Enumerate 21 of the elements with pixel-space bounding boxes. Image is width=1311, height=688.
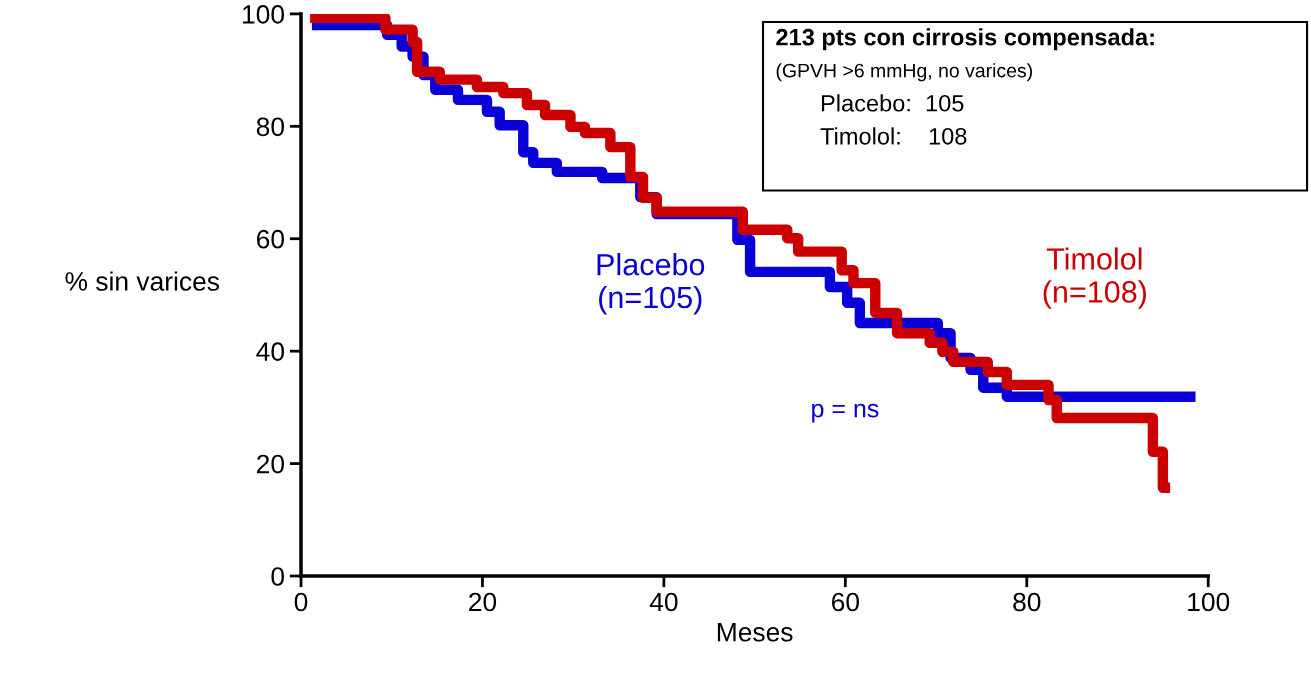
annotation: Placebo: 105 <box>821 94 964 112</box>
series-label: Placebo (n=105) <box>597 253 705 315</box>
annotation: (GPVH >6 mmHg, no varices) <box>776 63 1032 82</box>
annotation: Timolol: 108 <box>820 127 967 145</box>
y-tick-label: 60 <box>257 229 284 249</box>
text: Timolol (n=108) <box>1043 247 1147 309</box>
annotation: 213 pts con cirrosis compensada: <box>776 28 1154 51</box>
x-tick-label: 80 <box>1013 592 1041 612</box>
y-tick-label: 80 <box>256 117 284 137</box>
x-tick-label: 100 <box>1188 592 1230 612</box>
x-tick-label: 20 <box>469 592 497 612</box>
y-axis-title: % sin varices <box>65 271 220 291</box>
y-tick-label: 20 <box>257 454 284 474</box>
x-tick-label: 40 <box>649 592 678 612</box>
annotation: p = ns <box>812 403 879 423</box>
x-tick-label: 60 <box>832 592 859 612</box>
y-tick-label: 100 <box>243 5 285 24</box>
x-axis-title: Meses <box>717 623 793 642</box>
y-tick-label: 0 <box>271 567 284 586</box>
y-tick-label: 40 <box>256 342 284 361</box>
x-tick-label: 0 <box>294 592 308 612</box>
